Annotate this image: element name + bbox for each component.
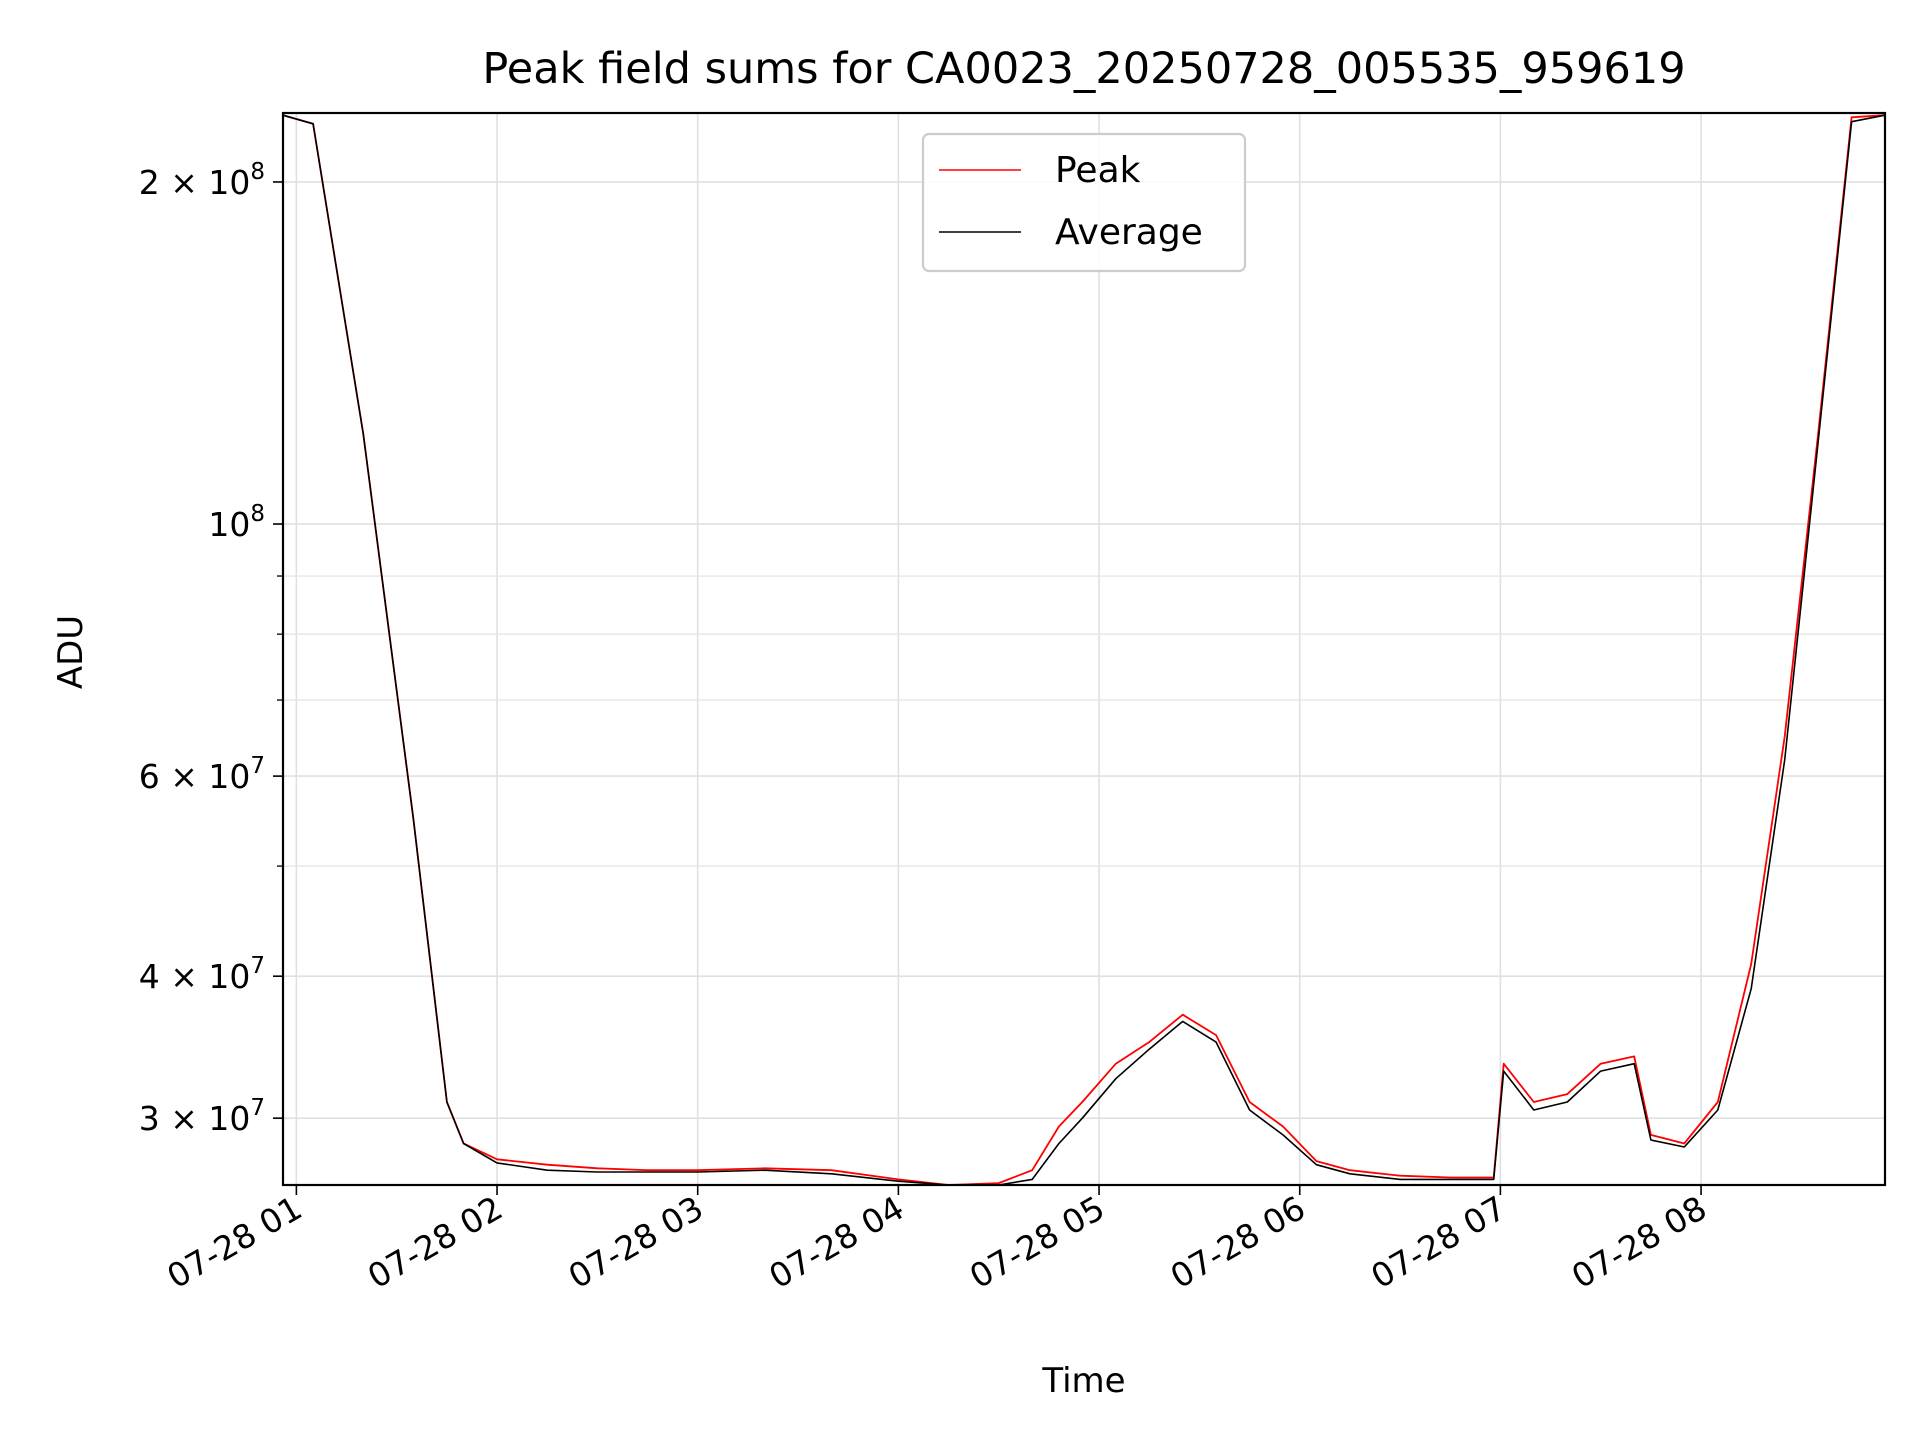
- x-axis-label: Time: [1041, 1361, 1125, 1401]
- plot-lines: [282, 114, 1886, 1186]
- y-axis-label: ADU: [51, 615, 91, 689]
- legend-label-peak: Peak: [1055, 150, 1141, 191]
- series-line-average: [282, 114, 1886, 1186]
- legend-label-average: Average: [1055, 212, 1203, 253]
- chart-title: Peak field sums for CA0023_20250728_0055…: [482, 44, 1685, 94]
- series-line-peak: [282, 114, 1886, 1186]
- y-tick-label: 3 × 107: [139, 1095, 265, 1138]
- legend-box: [921, 132, 1247, 273]
- legend: Peak Average: [921, 132, 1247, 273]
- grid: [283, 113, 1885, 1185]
- y-tick-label: 2 × 108: [139, 159, 265, 202]
- y-tick-label: 6 × 107: [139, 753, 265, 796]
- plot-frame: [281, 111, 1887, 1187]
- y-tick-label: 4 × 107: [139, 953, 265, 996]
